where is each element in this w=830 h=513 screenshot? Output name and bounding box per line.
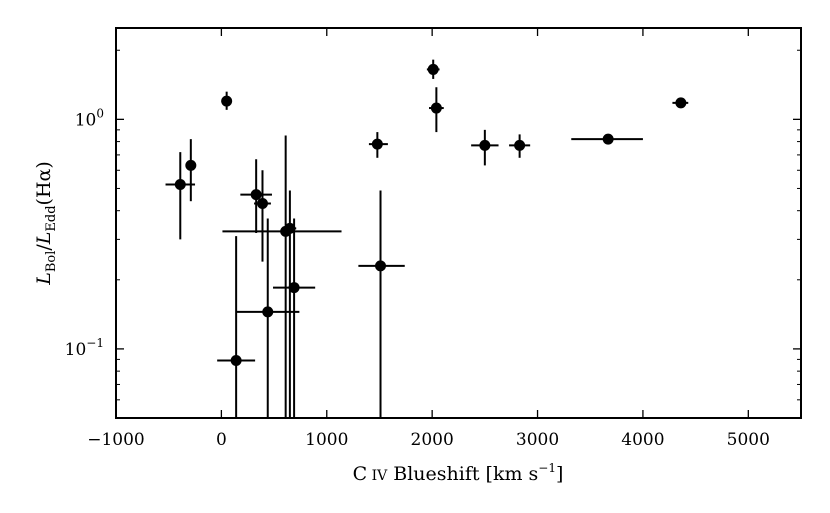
data-point: [230, 355, 242, 367]
x-tick-label: 4000: [621, 430, 664, 450]
data-point-group: [428, 87, 444, 133]
data-point-group: [273, 218, 316, 418]
data-point-group: [471, 129, 499, 166]
data-point-group: [358, 190, 405, 418]
data-point: [250, 189, 262, 201]
data-point: [288, 282, 300, 294]
data-point: [221, 95, 233, 107]
axis-tick-labels: −1000 0 1000 2000 3000 4000 5000 10−1 100: [65, 106, 770, 450]
x-tick-label: 2000: [411, 430, 454, 450]
x-tick-label: 3000: [516, 430, 559, 450]
data-point: [602, 133, 614, 145]
y-tick-label: 10−1: [65, 336, 104, 360]
data-point: [479, 139, 491, 151]
data-point-group: [217, 236, 256, 418]
data-point: [174, 179, 186, 191]
data-point-group: [185, 139, 197, 202]
plot-frame: [115, 27, 802, 419]
x-axis-label: C IV Blueshift [km s−1]: [353, 461, 564, 485]
x-tick-label: −1000: [87, 430, 145, 450]
data-point: [375, 260, 387, 272]
data-point-group: [236, 218, 300, 418]
x-tick-label: 1000: [305, 430, 348, 450]
data-point-group: [368, 132, 388, 158]
data-point-group: [254, 170, 271, 262]
data-point-group: [509, 134, 531, 158]
data-points: [165, 59, 689, 418]
data-point: [427, 63, 439, 75]
data-point: [262, 306, 274, 318]
data-point-group: [240, 159, 272, 233]
x-tick-label: 5000: [727, 430, 770, 450]
data-point: [514, 139, 526, 151]
data-point-group: [571, 133, 643, 145]
data-point-group: [221, 91, 233, 110]
plot-background: [116, 28, 801, 418]
axis-ticks: [115, 28, 801, 419]
data-point: [256, 197, 268, 209]
data-point: [430, 102, 442, 114]
x-tick-label: 0: [216, 430, 227, 450]
data-point: [284, 222, 296, 234]
y-axis-label: LBol/LEdd(Hα): [33, 161, 59, 286]
data-point: [185, 159, 197, 171]
data-point: [371, 138, 383, 150]
data-point: [675, 97, 687, 109]
data-point-group: [165, 152, 196, 240]
data-point-group: [672, 97, 689, 109]
data-point-group: [426, 59, 440, 79]
y-tick-label: 100: [75, 106, 104, 130]
